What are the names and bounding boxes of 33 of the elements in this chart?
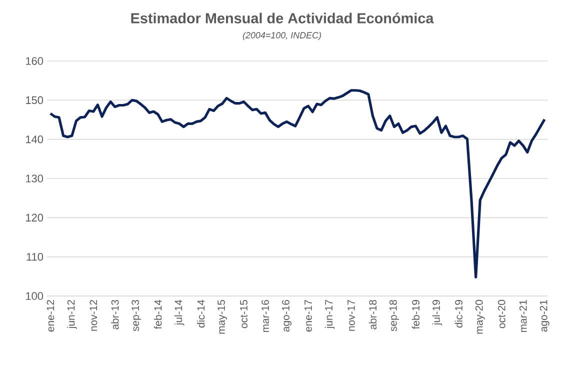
chart-title: Estimador Mensual de Actividad Económica xyxy=(131,12,434,24)
x-tick-label: jul-19 xyxy=(432,300,442,326)
x-tick-label: jul-14 xyxy=(174,300,184,326)
x-tick-label: mar-16 xyxy=(262,300,269,332)
y-tick-label: 110 xyxy=(26,252,44,261)
x-tick-label: abr-18 xyxy=(368,300,377,330)
x-tick-label: jun-12 xyxy=(67,300,77,329)
x-tick-label: dic-14 xyxy=(196,300,205,328)
x-tick-label: may-20 xyxy=(475,300,485,334)
x-tick-label: feb-14 xyxy=(154,300,162,330)
x-tick-label: ago-16 xyxy=(282,300,292,332)
y-tick-label: 120 xyxy=(26,214,44,222)
x-tick-label: nov-12 xyxy=(90,300,98,331)
y-tick-label: 160 xyxy=(26,57,44,65)
y-tick-label: 150 xyxy=(26,96,44,104)
x-tick-label: ene-12 xyxy=(46,300,54,332)
y-tick-label: 140 xyxy=(26,135,44,144)
x-tick-label: sep-18 xyxy=(389,300,399,332)
x-tick-label: mar-21 xyxy=(519,300,527,332)
x-tick-label: sep-13 xyxy=(132,300,142,332)
x-tick-label: oct-15 xyxy=(240,300,248,328)
chart-subtitle: (2004=100, INDEC) xyxy=(242,32,321,40)
x-tick-label: jun-17 xyxy=(324,300,335,329)
x-tick-label: nov-17 xyxy=(348,300,355,331)
x-tick-label: oct-20 xyxy=(498,300,506,328)
y-tick-label: 100 xyxy=(26,292,44,300)
y-tick-label: 130 xyxy=(26,174,44,182)
x-tick-label: may-15 xyxy=(218,300,227,334)
x-tick-label: abr-13 xyxy=(111,300,119,330)
x-tick-label: dic-19 xyxy=(454,300,462,328)
x-tick-label: feb-19 xyxy=(412,300,420,330)
x-tick-label: ene-17 xyxy=(304,300,312,332)
x-tick-label: ago-21 xyxy=(540,300,550,332)
